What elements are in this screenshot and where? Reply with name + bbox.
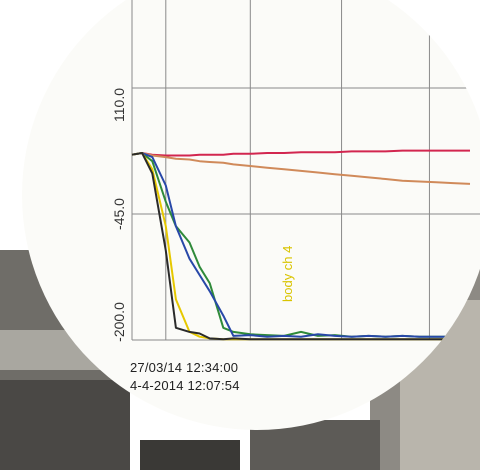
y-tick-label-2: -200.0 [111,302,127,342]
chart-grid [131,0,480,341]
annotation-label: body ch 4 [280,246,295,302]
series-line-3 [131,152,470,338]
series-line-0 [131,149,470,157]
series-line-1 [131,152,471,185]
timestamp-end: 4-4-2014 12:07:54 [130,378,240,393]
timestamp-start: 27/03/14 12:34:00 [130,360,239,375]
series-line-5 [131,152,470,341]
y-tick-label-0: 110.0 [111,88,127,122]
chart-series-group [131,149,471,341]
y-tick-labels: 110.0 -45.0 -200.0 [111,88,127,342]
chart-lens [22,0,480,430]
y-tick-label-1: -45.0 [111,198,127,230]
